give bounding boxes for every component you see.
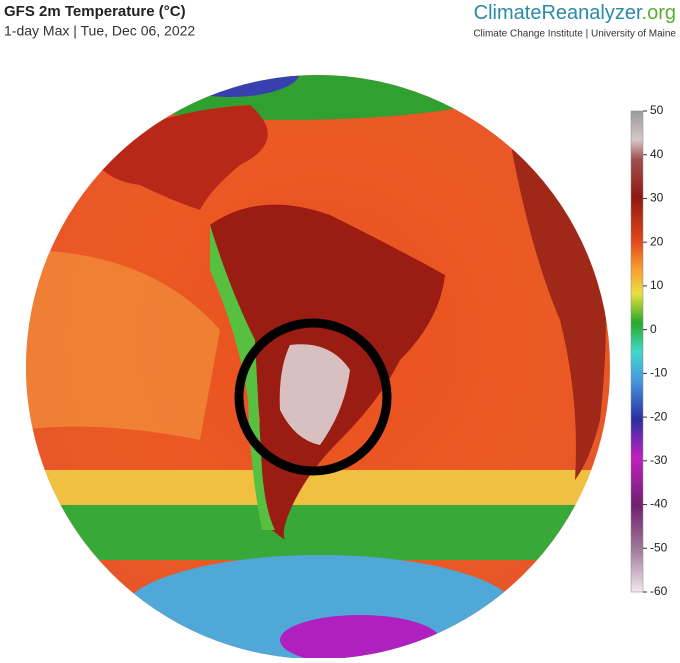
colorbar-tick-label: 10: [650, 278, 664, 292]
colorbar-ticks: 50 40 30 20 10 0 -10 -20 -30 -40 -50 -60: [643, 103, 668, 598]
colorbar-tick-label: 50: [650, 103, 664, 117]
band-yellow: [26, 470, 610, 510]
subtitle: 1-day Max | Tue, Dec 06, 2022: [4, 23, 195, 39]
colorbar-tick-label: -20: [650, 409, 668, 423]
colorbar-tick-label: -60: [650, 584, 668, 598]
colorbar: [630, 110, 644, 593]
affiliation: Climate Change Institute | University of…: [473, 29, 676, 40]
colorbar-tick-label: -10: [650, 366, 668, 380]
colorbar-tick-label: 0: [650, 322, 657, 336]
colorbar-tick-label: 20: [650, 234, 664, 248]
colorbar-tick-label: 40: [650, 147, 664, 161]
colorbar-tick-label: 30: [650, 191, 664, 205]
title: GFS 2m Temperature (°C): [4, 3, 186, 20]
north-cold-core: [160, 75, 300, 97]
brand-suffix: .org: [642, 2, 676, 24]
brand: ClimateReanalyzer.org: [474, 2, 676, 24]
brand-name: ClimateReanalyzer: [474, 2, 643, 24]
globe: [26, 75, 610, 659]
colorbar-tick-label: -40: [650, 497, 668, 511]
band-green: [26, 505, 610, 560]
warm-ocean: [26, 250, 220, 440]
hot-spot: [279, 344, 350, 445]
highlight-circle: [234, 318, 392, 476]
colorbar-tick-label: -30: [650, 453, 668, 467]
colorbar-tick-label: -50: [650, 540, 668, 554]
andes: [210, 225, 275, 530]
